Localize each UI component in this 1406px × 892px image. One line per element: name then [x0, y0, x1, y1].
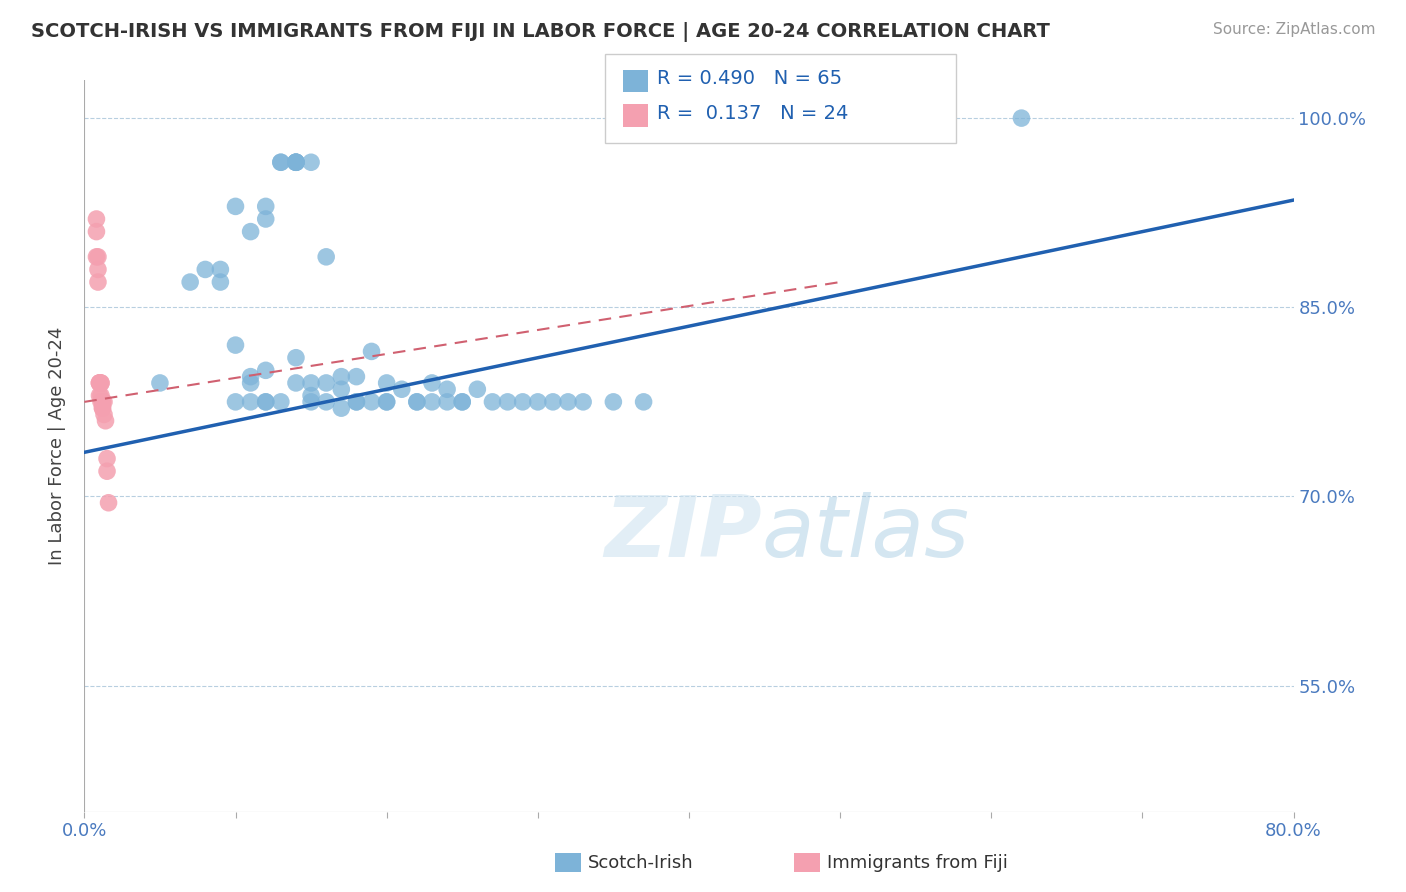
Point	[315, 250, 337, 264]
Point	[346, 395, 368, 409]
Point	[90, 376, 112, 390]
Text: ZIP: ZIP	[603, 492, 762, 575]
Point	[254, 212, 277, 227]
Point	[96, 451, 118, 466]
Point	[527, 395, 550, 409]
Point	[330, 369, 353, 384]
Point	[239, 395, 262, 409]
Point	[436, 382, 458, 396]
Point	[91, 395, 114, 409]
Text: Scotch-Irish: Scotch-Irish	[588, 854, 693, 871]
Point	[299, 376, 322, 390]
Text: R =  0.137   N = 24: R = 0.137 N = 24	[657, 103, 848, 123]
Point	[451, 395, 474, 409]
Point	[91, 395, 114, 409]
Point	[512, 395, 534, 409]
Point	[89, 376, 111, 390]
Point	[285, 155, 308, 169]
Point	[330, 401, 353, 416]
Point	[285, 155, 308, 169]
Point	[90, 376, 112, 390]
Point	[89, 376, 111, 390]
Point	[633, 395, 655, 409]
Point	[254, 395, 277, 409]
Point	[89, 376, 111, 390]
Point	[90, 395, 112, 409]
Point	[90, 388, 112, 402]
Point	[93, 408, 115, 422]
Point	[91, 401, 114, 416]
Point	[406, 395, 429, 409]
Point	[391, 382, 413, 396]
Point	[239, 369, 262, 384]
Point	[254, 395, 277, 409]
Point	[87, 275, 110, 289]
Point	[254, 199, 277, 213]
Point	[225, 338, 247, 352]
Point	[285, 155, 308, 169]
Point	[285, 376, 308, 390]
Point	[467, 382, 489, 396]
Point	[270, 155, 292, 169]
Point	[346, 395, 368, 409]
Point	[496, 395, 519, 409]
Text: SCOTCH-IRISH VS IMMIGRANTS FROM FIJI IN LABOR FORCE | AGE 20-24 CORRELATION CHAR: SCOTCH-IRISH VS IMMIGRANTS FROM FIJI IN …	[31, 22, 1050, 42]
Point	[360, 344, 382, 359]
Point	[209, 275, 232, 289]
Point	[360, 395, 382, 409]
Point	[451, 395, 474, 409]
Point	[270, 395, 292, 409]
Point	[93, 395, 115, 409]
Point	[375, 376, 398, 390]
Point	[225, 395, 247, 409]
Point	[572, 395, 595, 409]
Point	[299, 388, 322, 402]
Point	[91, 401, 114, 416]
Point	[179, 275, 201, 289]
Point	[375, 395, 398, 409]
Point	[436, 395, 458, 409]
Point	[97, 496, 120, 510]
Point	[270, 155, 292, 169]
Point	[375, 395, 398, 409]
Point	[299, 155, 322, 169]
Point	[89, 388, 111, 402]
Point	[94, 414, 117, 428]
Point	[87, 250, 110, 264]
Point	[86, 250, 108, 264]
Point	[87, 262, 110, 277]
Point	[1011, 111, 1033, 125]
Point	[285, 155, 308, 169]
Text: Source: ZipAtlas.com: Source: ZipAtlas.com	[1212, 22, 1375, 37]
Point	[285, 351, 308, 365]
Point	[299, 395, 322, 409]
Point	[209, 262, 232, 277]
Point	[285, 155, 308, 169]
Point	[194, 262, 217, 277]
Point	[96, 464, 118, 478]
Text: R = 0.490   N = 65: R = 0.490 N = 65	[657, 69, 842, 88]
Point	[86, 212, 108, 227]
Point	[225, 199, 247, 213]
Point	[420, 395, 443, 409]
Point	[420, 376, 443, 390]
Text: Immigrants from Fiji: Immigrants from Fiji	[827, 854, 1008, 871]
Point	[315, 395, 337, 409]
Point	[239, 225, 262, 239]
Text: atlas: atlas	[762, 492, 970, 575]
Point	[330, 382, 353, 396]
Point	[315, 376, 337, 390]
Point	[346, 369, 368, 384]
Point	[557, 395, 579, 409]
Point	[254, 363, 277, 377]
Point	[86, 225, 108, 239]
Y-axis label: In Labor Force | Age 20-24: In Labor Force | Age 20-24	[48, 326, 66, 566]
Point	[541, 395, 564, 409]
Point	[406, 395, 429, 409]
Point	[602, 395, 624, 409]
Point	[481, 395, 503, 409]
Point	[239, 376, 262, 390]
Point	[149, 376, 172, 390]
